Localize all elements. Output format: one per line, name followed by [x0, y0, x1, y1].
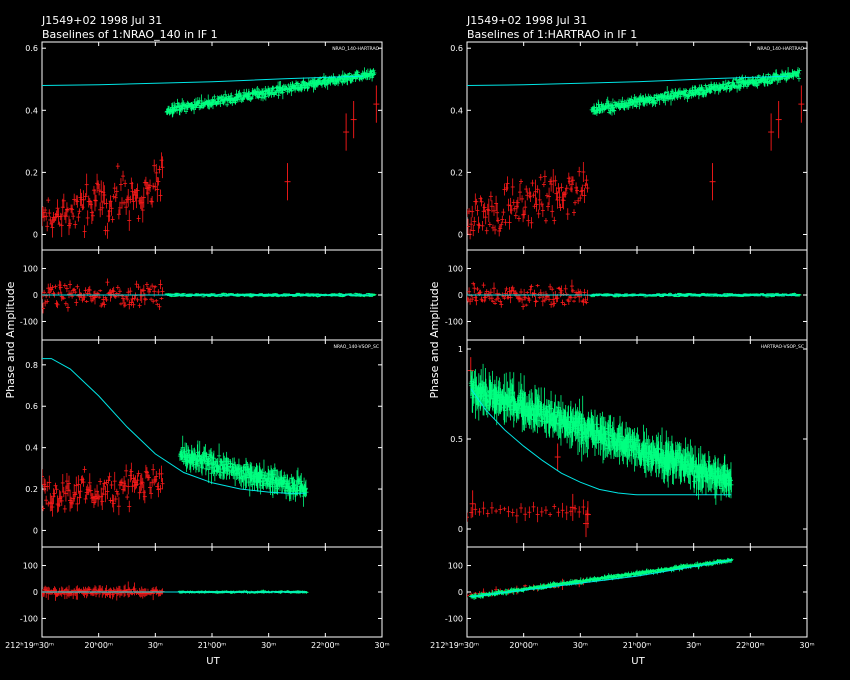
y-tick-label: 0 — [33, 588, 38, 597]
panel-data — [467, 67, 805, 240]
y-tick-label: 0.8 — [25, 361, 38, 370]
y-tick-label: 0 — [33, 230, 38, 239]
y-tick-label: 0.4 — [25, 444, 38, 453]
x-tick-label: 30ᵐ — [261, 641, 276, 650]
y-tick-label: 0 — [458, 230, 463, 239]
panel-data — [42, 358, 309, 517]
panel-0-1: -100 0 100 — [20, 249, 383, 341]
x-tick-label: 20ʰ00ᵐ — [84, 641, 113, 650]
model-curve — [42, 75, 364, 86]
plot-panels: 0 0.2 0.4 0.6 NRAO_140-HARTRAO -100 0 100 0 0.2 0.… — [5, 41, 815, 650]
panel-1-0: 0 0.2 0.4 0.6 NRAO_140-HARTRAO — [450, 41, 808, 251]
y-tick-label: 0.4 — [450, 106, 463, 115]
y-tick-label: 0 — [33, 291, 38, 300]
y-tick-label: 0.6 — [450, 44, 463, 53]
y-tick-label: 0.6 — [25, 44, 38, 53]
x-tick-label: 212ʰ19ᵐ30ᵐ — [5, 641, 54, 650]
baseline-label: NRAO_140-HARTRAO — [757, 46, 804, 52]
x-tick-label: 21ʰ00ᵐ — [198, 641, 227, 650]
y-tick-label: -100 — [20, 317, 38, 326]
y-tick-label: 0.2 — [25, 168, 38, 177]
right-y-axis-label: Phase and Amplitude — [428, 281, 441, 398]
x-tick-label: 30ᵐ — [148, 641, 163, 650]
x-tick-label: 22ʰ00ᵐ — [311, 641, 340, 650]
right-chart-title: Baselines of 1:HARTRAO in IF 1 — [467, 28, 637, 41]
x-tick-label: 30ᵐ — [374, 641, 389, 650]
panel-0-2: 0 0.2 0.4 0.6 0.8 NRAO_140-VSOP_SC — [25, 339, 383, 548]
left-y-axis-label: Phase and Amplitude — [4, 281, 17, 398]
panel-data — [42, 581, 309, 601]
model-curve — [42, 358, 307, 494]
y-tick-label: 0.4 — [25, 106, 38, 115]
baseline-label: NRAO_140-VSOP_SC — [334, 344, 380, 350]
panel-0-0: 0 0.2 0.4 0.6 NRAO_140-HARTRAO — [25, 41, 383, 251]
y-tick-label: 0 — [33, 526, 38, 535]
panel-0-3: -100 0 100 — [20, 546, 383, 638]
y-tick-label: 100 — [23, 562, 38, 571]
panel-data — [42, 278, 377, 314]
left-chart-title: Baselines of 1:NRAO_140 in IF 1 — [42, 28, 218, 41]
y-tick-label: 100 — [23, 265, 38, 274]
y-tick-label: 0.2 — [25, 485, 38, 494]
panel-data — [42, 67, 380, 239]
y-tick-label: -100 — [20, 614, 38, 623]
left-x-axis-label: UT — [206, 656, 220, 667]
baseline-label: NRAO_140-HARTRAO — [332, 46, 379, 52]
right-source-title: J1549+02 1998 Jul 31 — [466, 14, 587, 27]
y-tick-label: 0.6 — [25, 402, 38, 411]
right-x-axis-label: UT — [631, 656, 645, 667]
y-tick-label: 0.2 — [450, 168, 463, 177]
left-source-title: J1549+02 1998 Jul 31 — [41, 14, 162, 27]
